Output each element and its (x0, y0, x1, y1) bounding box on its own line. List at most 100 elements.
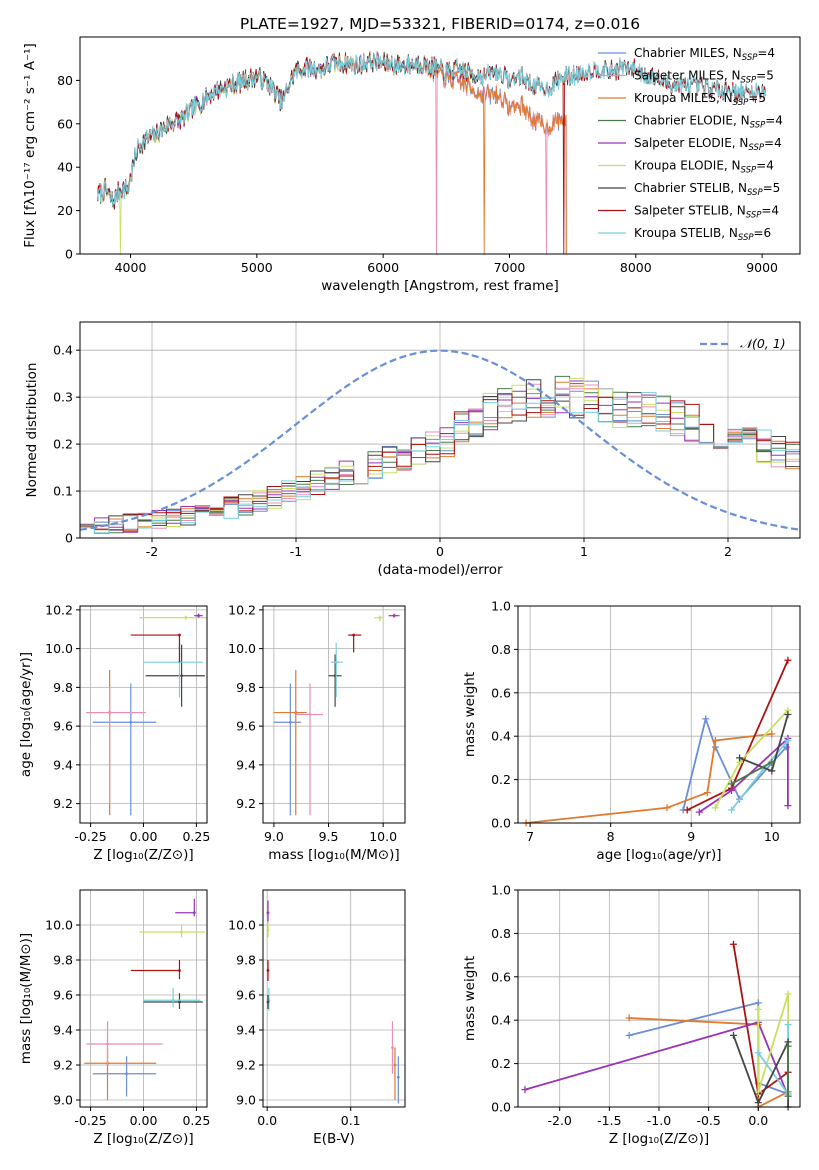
legend-label-salpeter-miles: Salpeter MILES, NSSP=5 (634, 69, 774, 86)
weight_vs_Z-series-kroupa-stelib-marker-2 (784, 1021, 792, 1029)
weight_vs_Z-series-chabrier-stelib-marker-1 (754, 1099, 762, 1107)
age_vs_mass-ytick-label-3: 9.8 (236, 680, 256, 695)
weight_vs_age-xtick-label-2: 9 (687, 829, 695, 844)
weight_vs_age-series-kroupa-stelib-marker-2 (784, 737, 792, 745)
mass_vs_Z-point-kroupa-stelib-marker (171, 998, 175, 1002)
mass_vs_EBV-ytick-label-0: 9.0 (236, 1093, 256, 1108)
legend-label-main: Salpeter MILES, N (634, 69, 741, 83)
weight_vs_age-series-salpeter-elodie-marker-3 (784, 802, 792, 810)
spectrum-line-chabrier-miles (97, 50, 567, 254)
weight_vs_Z-xtick-label-0: -2.0 (548, 1113, 572, 1128)
mass_vs_Z-ylabel: mass [log₁₀(M/M⊙)] (18, 933, 34, 1064)
spectrum-xtick-label-5: 9000 (746, 260, 778, 275)
age_vs_Z-ytick-label-4: 10.0 (45, 641, 73, 656)
spectrum-line-salpeter-stelib (97, 52, 766, 254)
weight_vs_Z-xtick-label-1: -1.5 (597, 1113, 621, 1128)
weight_vs_Z-series-chabrier-elodie-marker-0 (784, 1042, 792, 1050)
weight_vs_age-xlabel: age [log₁₀(age/yr)] (596, 847, 721, 863)
weight_vs_Z-ytick-label-0: 0.0 (491, 1100, 511, 1115)
age_vs_mass-xtick-label-2: 10.0 (369, 829, 397, 844)
residual-hist-kroupa-stelib (80, 388, 800, 534)
age_vs_Z-point-salpeter-miles-marker (108, 711, 112, 714)
age_vs_Z-ytick-label-0: 9.2 (53, 796, 73, 811)
weight_vs_Z-series-chabrier-miles-marker-0 (625, 1031, 633, 1039)
age_vs_mass-point-salpeter-miles-marker (308, 713, 312, 716)
weight_vs_age-series-salpeter-elodie-marker-1 (728, 786, 736, 794)
age_vs_Z-ytick-label-1: 9.4 (53, 757, 73, 772)
residuals-xtick-label-0: -2 (146, 544, 158, 559)
mass_vs_EBV-xtick-label-1: 0.1 (341, 1113, 361, 1128)
age_vs_mass-ytick-label-4: 10.0 (228, 641, 256, 656)
legend-label-suffix: =5 (748, 91, 766, 105)
weight_vs_Z-xlabel: Z [log₁₀(Z/Z⊙)] (609, 1131, 709, 1147)
residual-hist-salpeter-stelib (80, 393, 800, 531)
residuals-xtick-label-2: 0 (436, 544, 444, 559)
legend-label-suffix: =6 (754, 226, 772, 240)
weight_vs_age-ylabel: mass weight (462, 672, 478, 757)
age_vs_mass-point-chabrier-miles-marker (288, 720, 292, 724)
weight_vs_Z-series-chabrier-stelib-marker-0 (729, 1031, 737, 1039)
spectrum-xtick-label-2: 6000 (367, 260, 399, 275)
mass_vs_EBV-point-salpeter-miles-marker (391, 1046, 394, 1049)
age_vs_Z-point-chabrier-stelib-marker (180, 674, 184, 678)
legend-label-sub: SSP (733, 98, 749, 108)
weight_vs_age-series-chabrier-miles-marker-1 (702, 715, 710, 723)
mass_vs_Z-point-chabrier-miles-marker (125, 1072, 128, 1076)
weight_vs_age-series-chabrier-stelib-marker-1 (768, 767, 776, 775)
age_vs_mass-ytick-label-0: 9.2 (236, 796, 256, 811)
legend-label-sub: SSP (747, 188, 763, 198)
legend-label-main: Chabrier ELODIE, N (634, 114, 750, 128)
legend-label-suffix: =5 (763, 181, 781, 195)
age_vs_mass-xtick-label-0: 9.0 (264, 829, 284, 844)
weight_vs_age-frame (517, 605, 801, 824)
mass_vs_EBV-frame (262, 889, 406, 1108)
spectrum-ytick-label-3: 60 (57, 116, 73, 131)
legend-label-salpeter-stelib: Salpeter STELIB, NSSP=4 (634, 204, 779, 221)
age_vs_Z-point-kroupa-elodie-marker (184, 616, 188, 620)
spectrum-ytick-label-2: 40 (57, 160, 73, 175)
age_vs_Z-xtick-label-0: -0.25 (74, 829, 106, 844)
legend-label-sub: SSP (750, 121, 766, 131)
mass_vs_Z-point-kroupa-elodie-marker (180, 930, 184, 934)
age_vs_Z-point-chabrier-miles-marker (129, 720, 133, 724)
legend-label-chabrier-stelib: Chabrier STELIB, NSSP=5 (634, 181, 780, 198)
weight_vs_age-series-kroupa-miles-marker-4 (768, 730, 776, 738)
legend-label-normal: 𝒩(0, 1) (740, 336, 786, 351)
weight_vs_Z-xtick-label-3: -0.5 (696, 1113, 720, 1128)
weight_vs_age-series-salpeter-elodie-marker-0 (695, 808, 703, 816)
mass_vs_Z-point-salpeter-miles-marker (106, 1042, 109, 1046)
residuals-ytick-label-2: 0.2 (53, 437, 73, 452)
weight_vs_age-ytick-label-3: 0.6 (491, 685, 511, 700)
legend-label-main: Kroupa MILES, N (634, 91, 733, 105)
mass_vs_Z-ytick-label-4: 9.8 (53, 953, 73, 968)
weight_vs_Z-xtick-label-2: -1.0 (647, 1113, 671, 1128)
age_vs_mass-ytick-label-5: 10.2 (228, 602, 256, 617)
residual-hist-chabrier-stelib (80, 379, 800, 526)
age_vs_Z-ylabel: age [log₁₀(age/yr)] (18, 652, 34, 777)
legend-label-suffix: =4 (764, 136, 782, 150)
legend-label-suffix: =5 (756, 69, 774, 83)
weight_vs_age-series-chabrier-elodie-marker-0 (728, 780, 736, 788)
mass_vs_Z-ytick-label-0: 9.0 (53, 1093, 73, 1108)
normal-curve (79, 349, 801, 531)
weight_vs_age-series-kroupa-miles-marker-2 (703, 789, 711, 797)
weight_vs_Z-series-chabrier-elodie-marker-1 (784, 1092, 792, 1100)
residuals-xlabel: (data-model)/error (377, 562, 503, 578)
residuals-ytick-label-0: 0 (65, 531, 73, 546)
weight_vs_Z-ytick-label-1: 0.2 (491, 1056, 511, 1071)
spectrum-ytick-label-4: 80 (57, 73, 73, 88)
weight_vs_Z-series-salpeter-elodie-marker-0 (521, 1086, 529, 1094)
age_vs_Z-xlabel: Z [log₁₀(Z/Z⊙)] (93, 847, 193, 863)
mass_vs_EBV-point-salpeter-stelib-marker (266, 969, 270, 972)
spectrum-xtick-label-3: 7000 (494, 260, 526, 275)
weight_vs_age-series-salpeter-elodie-line (698, 736, 789, 813)
legend-label-main: Chabrier MILES, N (634, 46, 742, 60)
age_vs_Z-point-salpeter-elodie-marker (197, 614, 200, 618)
age_vs_mass-point-kroupa-miles-marker (294, 711, 298, 714)
legend-label-sub: SSP (741, 166, 757, 176)
mass_vs_Z-xtick-label-2: 0.25 (182, 1113, 210, 1128)
spectrum-frame (79, 36, 801, 255)
legend-label-kroupa-elodie: Kroupa ELODIE, NSSP=4 (634, 159, 774, 176)
weight_vs_Z-series-kroupa-stelib-marker-0 (754, 1049, 762, 1057)
age_vs_Z-point-salpeter-stelib-marker (178, 633, 181, 637)
